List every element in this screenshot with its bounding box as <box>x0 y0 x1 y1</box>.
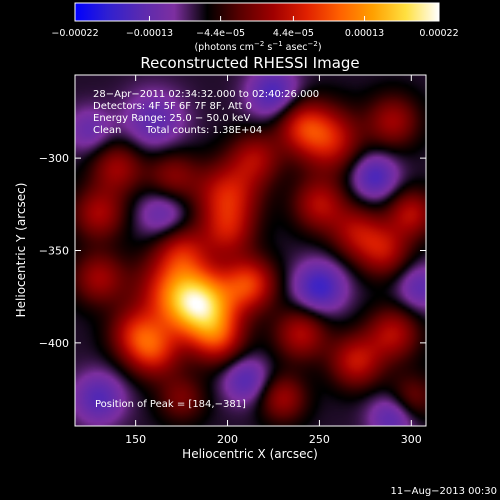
colorbar-tick-label-3: 4.4e−05 <box>273 28 314 39</box>
x-tick-label-0: 150 <box>125 433 146 446</box>
y-axis-title: Heliocentric Y (arcsec) <box>14 183 28 318</box>
x-axis-title: Heliocentric X (arcsec) <box>182 447 318 461</box>
colorbar-tick-label-5: 0.00022 <box>419 28 458 39</box>
heatmap-container <box>75 75 426 426</box>
colorbar: −0.00022 −0.00013 −4.4e−05 4.4e−05 0.00013 0.… <box>51 2 459 53</box>
colorbar-unit-part-6: ) <box>318 42 322 53</box>
colorbar-tick-label-4: 0.00013 <box>345 28 384 39</box>
colorbar-tick-label-1: −0.00013 <box>126 28 173 39</box>
colorbar-unit-exp-asec: −2 <box>308 40 318 48</box>
colorbar-tick-label-0: −0.00022 <box>51 28 98 39</box>
annotation-total-counts: Total counts: 1.38E+04 <box>145 125 262 136</box>
plot-area: 150 200 250 300 −300 −350 −400 28−Apr−2011 02:… <box>39 74 427 446</box>
colorbar-unit-part-4: asec <box>283 42 308 53</box>
footer-timestamp: 11−Aug−2013 00:30 <box>391 486 497 497</box>
chart-title: Reconstructed RHESSI Image <box>140 54 359 72</box>
colorbar-unit-part-2: s <box>264 42 272 53</box>
annotation-peak-position: Position of Peak = [184,−381] <box>95 399 246 410</box>
colorbar-ticks: −0.00022 −0.00013 −4.4e−05 4.4e−05 0.00013 0.… <box>51 2 459 39</box>
x-tick-label-2: 250 <box>309 433 330 446</box>
annotation-energy-range: Energy Range: 25.0 − 50.0 keV <box>93 113 250 124</box>
axis-ticks: 150 200 250 300 −300 −350 −400 <box>39 75 426 446</box>
colorbar-unit-exp-s: −1 <box>272 40 282 48</box>
colorbar-frame <box>74 2 440 22</box>
y-tick-label-2: −400 <box>39 337 69 350</box>
annotation-detectors: Detectors: 4F 5F 6F 7F 8F, Att 0 <box>93 101 252 112</box>
colorbar-unit-label: (photons cm−2 s−1 asec−2) <box>194 40 321 53</box>
heatmap-image <box>75 75 426 426</box>
colorbar-tick-label-2: −4.4e−05 <box>196 28 245 39</box>
y-tick-label-0: −300 <box>39 152 69 165</box>
x-tick-label-1: 200 <box>217 433 238 446</box>
y-tick-label-1: −350 <box>39 245 69 258</box>
colorbar-unit-exp-cm: −2 <box>254 40 264 48</box>
annotation-method: Clean <box>93 125 121 136</box>
annotation-time-range: 28−Apr−2011 02:34:32.000 to 02:40:26.000 <box>93 89 319 100</box>
x-tick-label-3: 300 <box>401 433 422 446</box>
colorbar-unit-part-0: (photons cm <box>194 42 254 53</box>
colorbar-gradient <box>75 3 439 21</box>
